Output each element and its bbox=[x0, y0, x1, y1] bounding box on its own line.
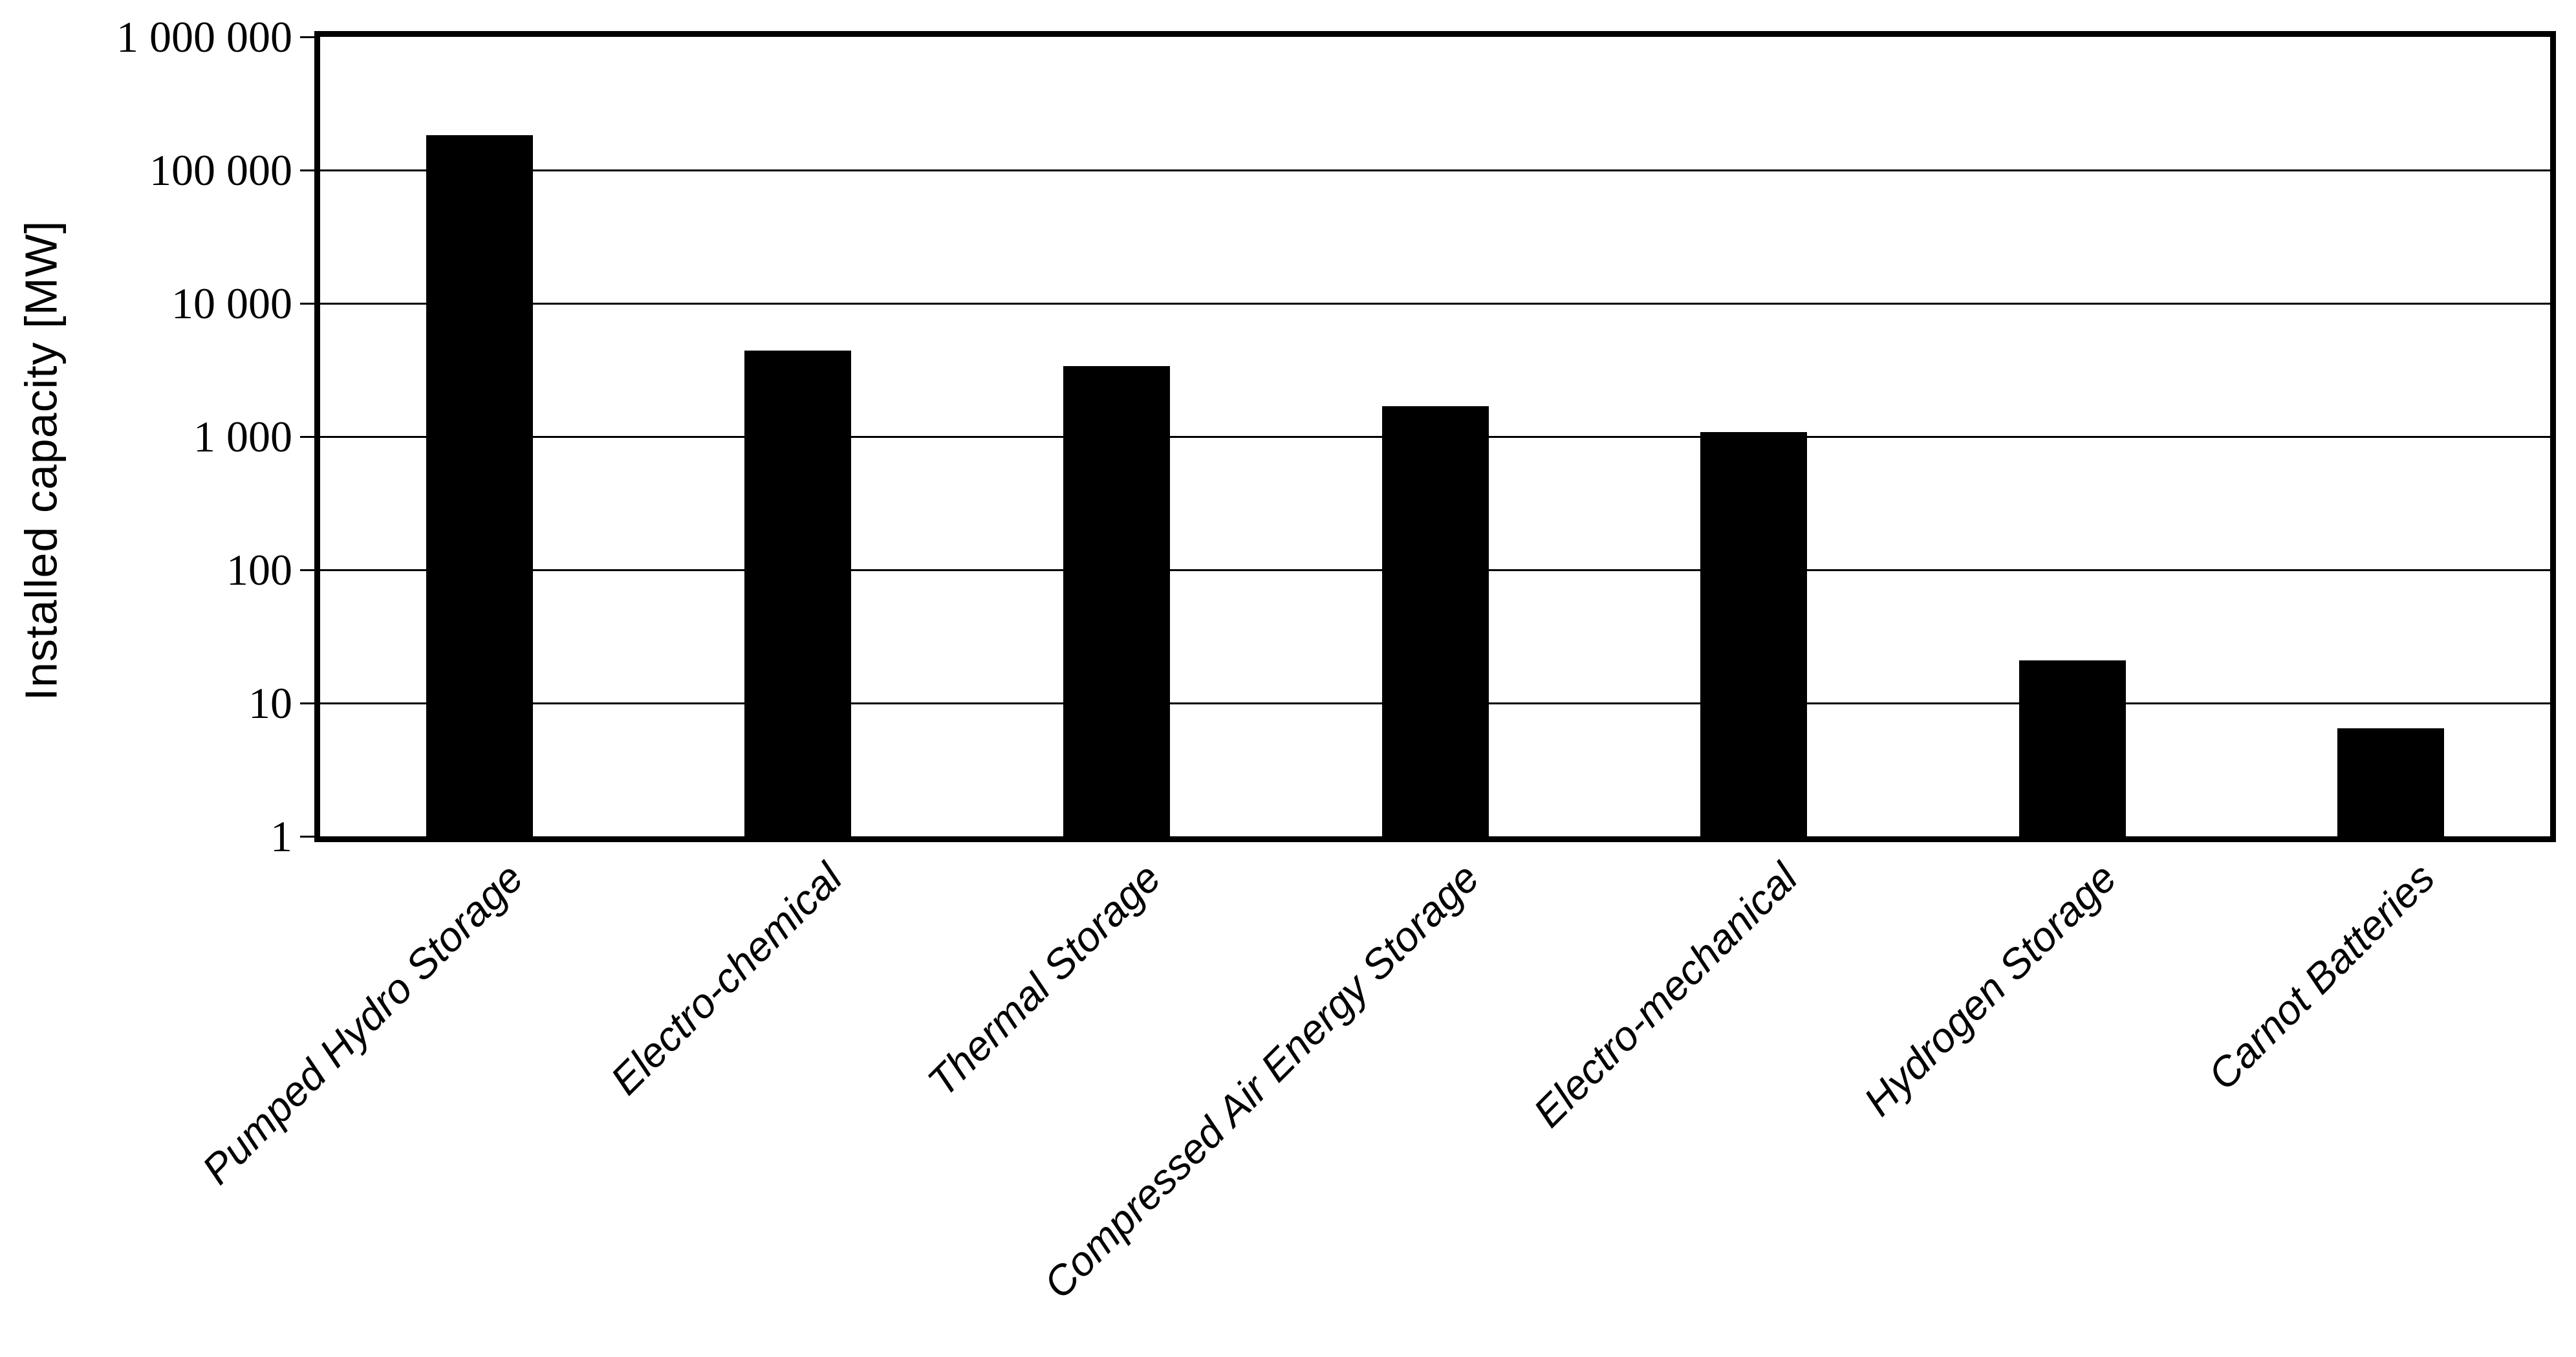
y-tick-label-10: 10 bbox=[248, 678, 292, 728]
x-axis-label-hydrogen-storage: Hydrogen Storage bbox=[1854, 854, 2125, 1125]
bar-electro-mechanical bbox=[1700, 432, 1808, 836]
y-tick-label-1000000: 1 000 000 bbox=[116, 12, 292, 61]
x-axis-label-electro-chemical: Electro-chemical bbox=[601, 854, 851, 1104]
gridline-100000 bbox=[320, 169, 2550, 171]
y-tick-mark bbox=[300, 569, 314, 571]
y-tick-mark bbox=[300, 835, 314, 838]
x-axis-label-pumped-hydro-storage: Pumped Hydro Storage bbox=[193, 854, 532, 1193]
y-tick-label-1: 1 bbox=[270, 812, 292, 861]
y-tick-label-1000: 1 000 bbox=[193, 412, 292, 461]
bar-compressed-air-energy-storage bbox=[1381, 406, 1489, 836]
y-tick-label-10000: 10 000 bbox=[171, 279, 292, 328]
y-tick-mark bbox=[300, 435, 314, 438]
x-axis-label-carnot-batteries: Carnot Batteries bbox=[2199, 854, 2444, 1099]
bar-pumped-hydro-storage bbox=[426, 135, 533, 836]
x-axis-label-electro-mechanical: Electro-mechanical bbox=[1524, 854, 1807, 1136]
bar-electro-chemical bbox=[744, 351, 852, 836]
x-axis-label-thermal-storage: Thermal Storage bbox=[918, 854, 1170, 1105]
bar-hydrogen-storage bbox=[2019, 660, 2126, 836]
y-tick-mark bbox=[300, 36, 314, 38]
gridline-10000 bbox=[320, 302, 2550, 305]
y-tick-mark bbox=[300, 302, 314, 305]
bar-thermal-storage bbox=[1063, 365, 1170, 836]
y-tick-mark bbox=[300, 169, 314, 171]
y-tick-label-100000: 100 000 bbox=[149, 146, 292, 195]
plot-area bbox=[314, 31, 2556, 842]
y-tick-label-100: 100 bbox=[226, 545, 292, 594]
y-tick-mark bbox=[300, 702, 314, 704]
bar-carnot-batteries bbox=[2337, 728, 2445, 836]
